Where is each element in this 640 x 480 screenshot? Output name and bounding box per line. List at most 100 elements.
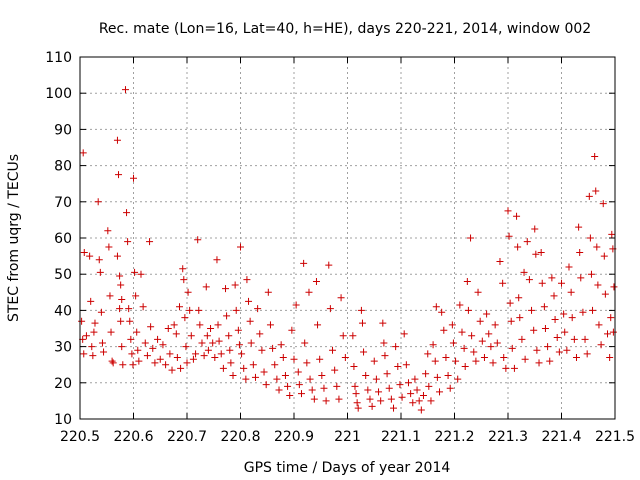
data-point xyxy=(269,344,277,352)
data-point xyxy=(530,326,538,334)
data-point xyxy=(504,207,512,215)
data-point xyxy=(113,136,121,144)
data-point xyxy=(350,363,358,371)
data-point xyxy=(132,292,140,300)
data-point xyxy=(303,359,311,367)
data-point xyxy=(407,390,415,398)
data-point xyxy=(281,372,289,380)
data-point xyxy=(446,384,454,392)
data-point xyxy=(550,292,558,300)
y-tick-label: 70 xyxy=(54,195,72,211)
data-point xyxy=(597,341,605,349)
data-point xyxy=(173,353,181,361)
data-point xyxy=(249,361,257,369)
data-point xyxy=(513,212,521,220)
data-point xyxy=(266,321,274,329)
data-point xyxy=(464,306,472,314)
data-point xyxy=(137,270,145,278)
data-point xyxy=(306,375,314,383)
x-tick-label: 221.4 xyxy=(541,429,581,445)
data-point xyxy=(80,350,88,358)
data-point xyxy=(433,373,441,381)
data-point xyxy=(541,325,549,332)
data-point xyxy=(117,281,125,289)
data-point xyxy=(182,343,190,351)
data-point xyxy=(238,350,246,358)
data-point xyxy=(131,268,139,276)
data-point xyxy=(316,355,324,363)
data-point xyxy=(353,399,361,407)
x-tick-label: 221.1 xyxy=(381,429,421,445)
data-point xyxy=(104,227,112,235)
data-point xyxy=(413,386,421,394)
data-point xyxy=(589,306,597,314)
data-point xyxy=(184,288,192,296)
data-point xyxy=(558,279,565,287)
data-point xyxy=(491,321,499,329)
data-point xyxy=(118,296,126,304)
data-point xyxy=(429,341,437,349)
data-point xyxy=(135,357,143,365)
data-point xyxy=(196,321,204,329)
data-point xyxy=(427,397,435,405)
data-point xyxy=(561,328,569,336)
data-point xyxy=(118,343,126,351)
data-point xyxy=(575,223,583,231)
data-point xyxy=(159,341,167,349)
data-point xyxy=(225,332,233,340)
data-point xyxy=(119,361,127,369)
data-point xyxy=(108,357,116,365)
data-point xyxy=(607,314,615,322)
data-point xyxy=(358,319,366,327)
data-point xyxy=(121,86,129,94)
data-point xyxy=(366,395,374,403)
chart-title: Rec. mate (Lon=16, Lat=40, h=HE), days 2… xyxy=(99,21,591,37)
data-point xyxy=(234,326,242,334)
data-point xyxy=(454,375,462,383)
y-tick-label: 100 xyxy=(45,86,72,102)
x-tick-label: 220.5 xyxy=(60,429,100,445)
data-point xyxy=(292,301,300,309)
data-point xyxy=(404,379,412,387)
data-point xyxy=(209,339,217,347)
data-point xyxy=(364,386,372,394)
data-point xyxy=(385,384,393,392)
data-point xyxy=(305,288,313,296)
data-point xyxy=(320,384,328,392)
data-point xyxy=(123,209,131,217)
data-point xyxy=(312,277,320,285)
data-point xyxy=(555,348,563,356)
data-point xyxy=(570,335,578,343)
data-point xyxy=(326,305,334,313)
data-point xyxy=(502,364,510,372)
data-point xyxy=(565,263,573,271)
data-point xyxy=(375,388,383,396)
data-point xyxy=(508,344,516,352)
data-point xyxy=(436,388,444,396)
data-point xyxy=(189,355,197,363)
data-point xyxy=(601,290,609,298)
data-point xyxy=(535,359,543,367)
data-point xyxy=(422,370,430,378)
data-point xyxy=(402,361,410,369)
data-point xyxy=(151,359,159,367)
data-point xyxy=(203,332,211,340)
data-point xyxy=(370,357,378,365)
x-tick-label: 220.7 xyxy=(167,429,207,445)
data-point xyxy=(141,339,149,347)
data-point xyxy=(487,343,495,351)
data-point xyxy=(179,265,187,273)
data-point xyxy=(478,337,486,345)
data-point xyxy=(392,343,400,351)
data-point xyxy=(286,391,294,399)
data-point xyxy=(227,359,235,367)
data-point xyxy=(219,364,227,372)
data-point xyxy=(87,297,95,305)
data-point xyxy=(242,375,250,383)
data-point xyxy=(379,319,387,327)
data-point xyxy=(499,279,507,287)
data-point xyxy=(113,252,121,260)
data-point xyxy=(254,305,262,313)
data-point xyxy=(105,243,113,251)
data-point xyxy=(180,276,188,284)
